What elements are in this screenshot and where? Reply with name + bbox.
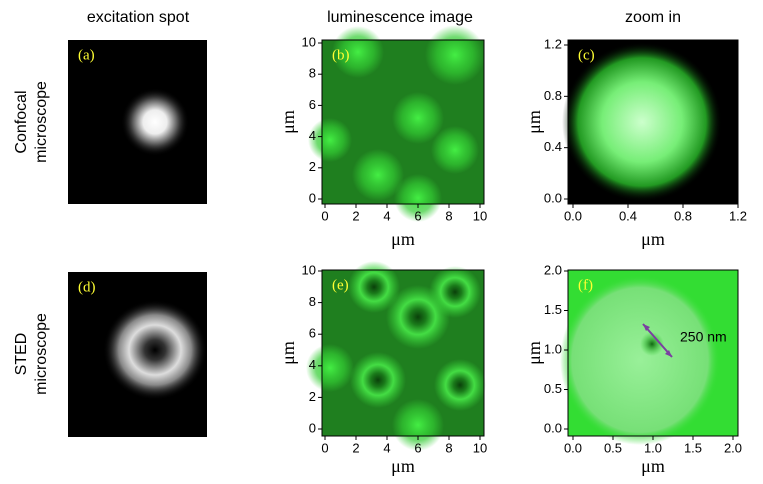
arrow-head bbox=[643, 324, 650, 331]
y-tick-label: 0 bbox=[309, 190, 316, 205]
image-c bbox=[562, 40, 738, 204]
y-tick-label: 10 bbox=[302, 34, 316, 49]
x-tick-label: 4 bbox=[383, 208, 390, 223]
y-tick-label: 4 bbox=[309, 128, 316, 143]
panel-label: (f) bbox=[578, 277, 593, 293]
arrow-head bbox=[665, 350, 672, 357]
x-tick-label: 2 bbox=[352, 440, 359, 455]
x-tick-label: 1.2 bbox=[729, 208, 747, 223]
plot-frame bbox=[567, 39, 739, 205]
y-tick-label: 8 bbox=[309, 294, 316, 309]
y-axis-label: μm bbox=[278, 341, 298, 365]
y-axis-label-group: μm bbox=[278, 110, 298, 134]
annotation: 250 nm bbox=[680, 329, 727, 345]
column-header: excitation spot bbox=[87, 9, 190, 26]
scale-arrow bbox=[642, 323, 673, 358]
row-label: microscope bbox=[33, 313, 50, 395]
y-tick-label: 0.4 bbox=[544, 139, 562, 154]
image-e bbox=[306, 261, 486, 451]
y-tick-label: 0.8 bbox=[544, 88, 562, 103]
x-tick-label: 1.5 bbox=[684, 440, 702, 455]
x-tick-label: 8 bbox=[445, 440, 452, 455]
row-label: Confocal bbox=[13, 90, 30, 153]
image-d bbox=[68, 272, 207, 437]
x-tick-label: 0 bbox=[321, 208, 328, 223]
x-axis-label: μm bbox=[641, 456, 665, 476]
plot-frame bbox=[321, 39, 485, 205]
y-tick-label: 0 bbox=[309, 420, 316, 435]
y-tick-label: 8 bbox=[309, 66, 316, 81]
x-tick-label: 0 bbox=[321, 440, 328, 455]
y-tick-label: 1.5 bbox=[544, 302, 562, 317]
y-tick-label: 1.0 bbox=[544, 341, 562, 356]
panel-label: (e) bbox=[332, 277, 349, 293]
x-tick-label: 2.0 bbox=[724, 440, 742, 455]
panel-label: (b) bbox=[332, 47, 350, 63]
y-tick-label: 10 bbox=[302, 262, 316, 277]
x-axis-label: μm bbox=[391, 456, 415, 476]
plot-frame bbox=[321, 269, 485, 437]
y-axis-label: μm bbox=[524, 341, 544, 365]
y-axis-label: μm bbox=[524, 110, 544, 134]
column-header: luminescence image bbox=[327, 9, 473, 26]
x-tick-label: 8 bbox=[445, 208, 452, 223]
x-tick-label: 1.0 bbox=[644, 440, 662, 455]
y-tick-label: 0.5 bbox=[544, 381, 562, 396]
panel-label: (c) bbox=[578, 47, 595, 63]
y-tick-label: 1.2 bbox=[544, 36, 562, 51]
y-tick-label: 6 bbox=[309, 326, 316, 341]
x-tick-label: 0.0 bbox=[564, 440, 582, 455]
image-f bbox=[560, 270, 738, 445]
y-tick-label: 4 bbox=[309, 357, 316, 372]
x-tick-label: 0.8 bbox=[674, 208, 692, 223]
x-tick-label: 6 bbox=[414, 440, 421, 455]
y-tick-label: 2 bbox=[309, 159, 316, 174]
y-axis-label-group: μm bbox=[278, 341, 298, 365]
x-tick-label: 0.4 bbox=[619, 208, 637, 223]
row-label: STED bbox=[13, 333, 30, 376]
panel-label: (d) bbox=[78, 279, 96, 295]
x-tick-label: 4 bbox=[383, 440, 390, 455]
x-axis-label: μm bbox=[391, 229, 415, 249]
y-tick-label: 0.0 bbox=[544, 190, 562, 205]
x-tick-label: 10 bbox=[473, 208, 487, 223]
y-axis-label-group: μm bbox=[524, 341, 544, 365]
y-tick-label: 6 bbox=[309, 97, 316, 112]
y-tick-label: 0.0 bbox=[544, 420, 562, 435]
x-tick-label: 10 bbox=[473, 440, 487, 455]
x-tick-label: 6 bbox=[414, 208, 421, 223]
column-header: zoom in bbox=[625, 9, 681, 26]
x-axis-label: μm bbox=[641, 229, 665, 249]
y-axis-label-group: μm bbox=[524, 110, 544, 134]
image-a bbox=[68, 40, 207, 204]
y-axis-label: μm bbox=[278, 110, 298, 134]
x-tick-label: 0.0 bbox=[564, 208, 582, 223]
y-tick-label: 2.0 bbox=[544, 262, 562, 277]
row-label: microscope bbox=[33, 81, 50, 163]
panel-label: (a) bbox=[78, 47, 95, 63]
x-tick-label: 0.5 bbox=[604, 440, 622, 455]
y-tick-label: 2 bbox=[309, 389, 316, 404]
x-tick-label: 2 bbox=[352, 208, 359, 223]
